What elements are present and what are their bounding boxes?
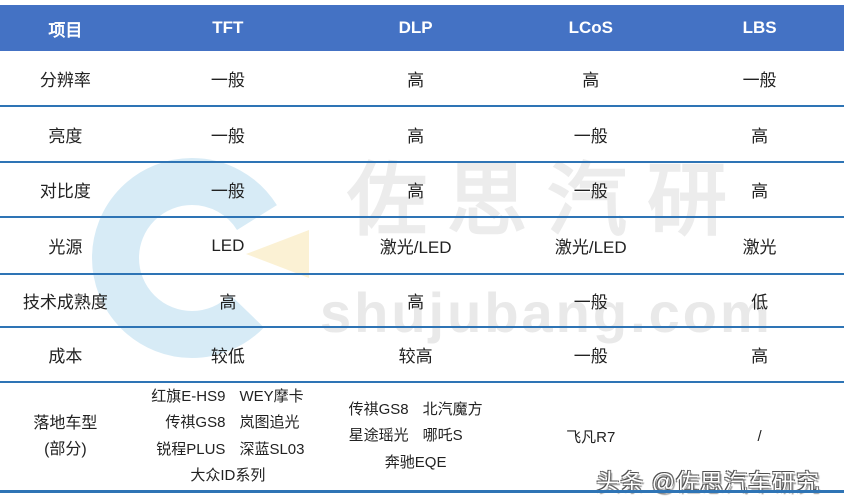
cell-lcos: 一般 [573,126,608,146]
table-row-production-models: 落地车型 (部分) 红旗E-HS9 传祺GS8 锐程PLUS WEY摩卡 岚图追… [0,383,844,493]
row-label: 技术成熟度 [22,293,108,312]
header-col-lbs: LBS [742,18,777,37]
model-name: 奔驰EQE [384,453,447,471]
table-row-cost: 成本 较低 较高 一般 高 [0,328,844,383]
model-name: 岚图追光 [239,414,300,432]
cell-lcos: 一般 [573,293,608,312]
cell-lbs: 一般 [742,70,777,90]
model-name: 大众ID系列 [190,466,266,484]
header-col-tft: TFT [212,18,244,37]
header-col-lcos: LCoS [568,18,613,37]
row-label-line1: 落地车型 [33,414,98,432]
cell-dlp: 高 [407,126,425,146]
row-label: 成本 [48,347,83,366]
row-label: 对比度 [39,182,91,201]
cell-lcos: 激光/LED [554,238,627,257]
cell-dlp: 激光/LED [379,238,452,257]
table-row-brightness: 亮度 一般 高 一般 高 [0,107,844,163]
model-name: 传祺GS8 [165,414,226,432]
cell-lbs: 高 [751,347,769,366]
cell-lcos: 一般 [573,347,608,366]
cell-lcos-models: 飞凡R7 [566,429,616,446]
row-label: 光源 [48,238,83,257]
cell-dlp: 较高 [398,347,433,366]
cell-tft: 一般 [210,70,245,90]
row-label: 分辨率 [39,70,91,90]
table-row-maturity: 技术成熟度 高 高 一般 低 [0,275,844,328]
cell-dlp: 高 [407,293,425,312]
comparison-table: 项目 TFT DLP LCoS LBS 分辨率 一般 高 高 一般 亮度 一般 … [0,5,844,493]
model-name: 北汽魔方 [422,401,483,419]
model-name: WEY摩卡 [239,388,304,405]
model-name: 星途瑶光 [348,427,409,445]
table-row-contrast: 对比度 一般 高 一般 高 [0,163,844,218]
model-name: 锐程PLUS [156,440,226,458]
cell-tft: LED [211,235,245,255]
cell-tft: 一般 [210,182,245,201]
model-name: 哪吒S [422,427,463,445]
table-row-resolution: 分辨率 一般 高 高 一般 [0,51,844,107]
cell-dlp: 高 [407,70,425,90]
cell-dlp: 高 [407,182,425,201]
cell-lbs: 激光 [742,238,777,257]
cell-tft: 高 [219,293,237,312]
header-col-dlp: DLP [398,18,433,37]
table-header-row: 项目 TFT DLP LCoS LBS [0,5,844,51]
model-name: 传祺GS8 [348,401,409,419]
cell-dlp-models: 传祺GS8 星途瑶光 北汽魔方 哪吒S 奔驰EQE [325,383,506,490]
row-label: 落地车型 (部分) [0,411,131,462]
cell-tft-models: 红旗E-HS9 传祺GS8 锐程PLUS WEY摩卡 岚图追光 深蓝SL03 大… [131,383,325,490]
cell-lcos: 一般 [573,182,608,201]
cell-lbs-models: / [757,428,762,445]
cell-lbs: 高 [751,126,769,146]
row-label-line2: (部分) [44,440,87,458]
row-label: 亮度 [48,126,83,146]
table-row-light-source: 光源 LED 激光/LED 激光/LED 激光 [0,218,844,275]
model-name: 红旗E-HS9 [151,388,226,405]
hud-technology-comparison-page: 佐思汽研 shujubang.com 头条 @佐思汽车研究 项目 TFT DLP… [0,5,844,500]
cell-tft: 较低 [210,347,245,366]
header-col-item: 项目 [48,20,83,40]
cell-lbs: 高 [751,182,769,201]
cell-tft: 一般 [210,126,245,146]
cell-lbs: 低 [751,293,769,312]
cell-lcos: 高 [582,70,600,90]
model-name: 深蓝SL03 [239,440,305,458]
